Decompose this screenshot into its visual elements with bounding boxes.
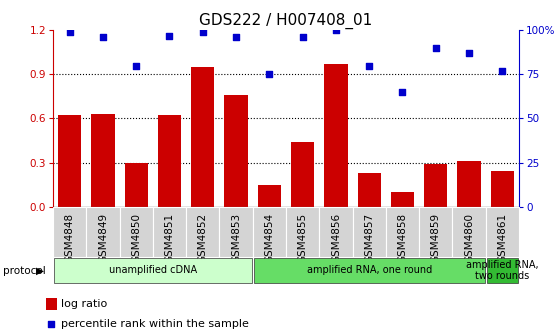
Bar bbox=[158, 116, 181, 207]
Bar bbox=[291, 142, 314, 207]
Text: log ratio: log ratio bbox=[61, 299, 107, 309]
Point bbox=[398, 89, 407, 95]
Bar bbox=[490, 171, 514, 207]
Title: GDS222 / H007408_01: GDS222 / H007408_01 bbox=[199, 13, 373, 29]
Point bbox=[132, 63, 141, 68]
Text: GSM4848: GSM4848 bbox=[65, 213, 75, 263]
FancyBboxPatch shape bbox=[254, 258, 485, 283]
Point bbox=[331, 28, 340, 33]
Text: GSM4854: GSM4854 bbox=[264, 213, 275, 263]
Text: protocol: protocol bbox=[3, 266, 46, 276]
Text: GSM4853: GSM4853 bbox=[231, 213, 241, 263]
Point bbox=[431, 45, 440, 51]
Point bbox=[47, 321, 56, 327]
Point bbox=[165, 33, 174, 38]
Text: GSM4852: GSM4852 bbox=[198, 213, 208, 263]
FancyBboxPatch shape bbox=[485, 207, 519, 257]
Point bbox=[365, 63, 374, 68]
Bar bbox=[46, 298, 57, 310]
Point bbox=[232, 35, 240, 40]
FancyBboxPatch shape bbox=[54, 258, 252, 283]
Bar bbox=[191, 67, 214, 207]
Text: ▶: ▶ bbox=[36, 266, 44, 276]
Bar bbox=[224, 95, 248, 207]
Point bbox=[265, 72, 274, 77]
Text: amplified RNA, one round: amplified RNA, one round bbox=[306, 265, 432, 276]
Text: GSM4851: GSM4851 bbox=[165, 213, 175, 263]
Text: GSM4861: GSM4861 bbox=[497, 213, 507, 263]
FancyBboxPatch shape bbox=[186, 207, 219, 257]
Bar bbox=[258, 184, 281, 207]
Point bbox=[298, 35, 307, 40]
Point bbox=[465, 50, 474, 56]
FancyBboxPatch shape bbox=[353, 207, 386, 257]
FancyBboxPatch shape bbox=[153, 207, 186, 257]
Text: GSM4855: GSM4855 bbox=[297, 213, 307, 263]
FancyBboxPatch shape bbox=[219, 207, 253, 257]
FancyBboxPatch shape bbox=[319, 207, 353, 257]
FancyBboxPatch shape bbox=[386, 207, 419, 257]
Text: amplified RNA,
two rounds: amplified RNA, two rounds bbox=[466, 260, 538, 281]
Text: GSM4860: GSM4860 bbox=[464, 213, 474, 263]
FancyBboxPatch shape bbox=[119, 207, 153, 257]
FancyBboxPatch shape bbox=[487, 258, 518, 283]
Bar bbox=[124, 163, 148, 207]
Text: GSM4850: GSM4850 bbox=[131, 213, 141, 263]
Bar bbox=[324, 64, 348, 207]
Point bbox=[498, 68, 507, 74]
FancyBboxPatch shape bbox=[86, 207, 119, 257]
FancyBboxPatch shape bbox=[253, 207, 286, 257]
Text: unamplified cDNA: unamplified cDNA bbox=[109, 265, 197, 276]
Text: GSM4858: GSM4858 bbox=[397, 213, 407, 263]
Text: GSM4857: GSM4857 bbox=[364, 213, 374, 263]
FancyBboxPatch shape bbox=[419, 207, 453, 257]
Text: GSM4859: GSM4859 bbox=[431, 213, 441, 263]
Text: GSM4856: GSM4856 bbox=[331, 213, 341, 263]
Text: GSM4849: GSM4849 bbox=[98, 213, 108, 263]
Point bbox=[65, 29, 74, 35]
Bar bbox=[58, 116, 81, 207]
Point bbox=[98, 35, 107, 40]
FancyBboxPatch shape bbox=[286, 207, 319, 257]
Bar bbox=[424, 164, 448, 207]
FancyBboxPatch shape bbox=[53, 207, 86, 257]
Bar bbox=[358, 173, 381, 207]
Bar bbox=[458, 161, 480, 207]
FancyBboxPatch shape bbox=[453, 207, 485, 257]
Text: percentile rank within the sample: percentile rank within the sample bbox=[61, 319, 249, 329]
Bar bbox=[391, 192, 414, 207]
Bar bbox=[92, 114, 114, 207]
Point bbox=[198, 29, 207, 35]
